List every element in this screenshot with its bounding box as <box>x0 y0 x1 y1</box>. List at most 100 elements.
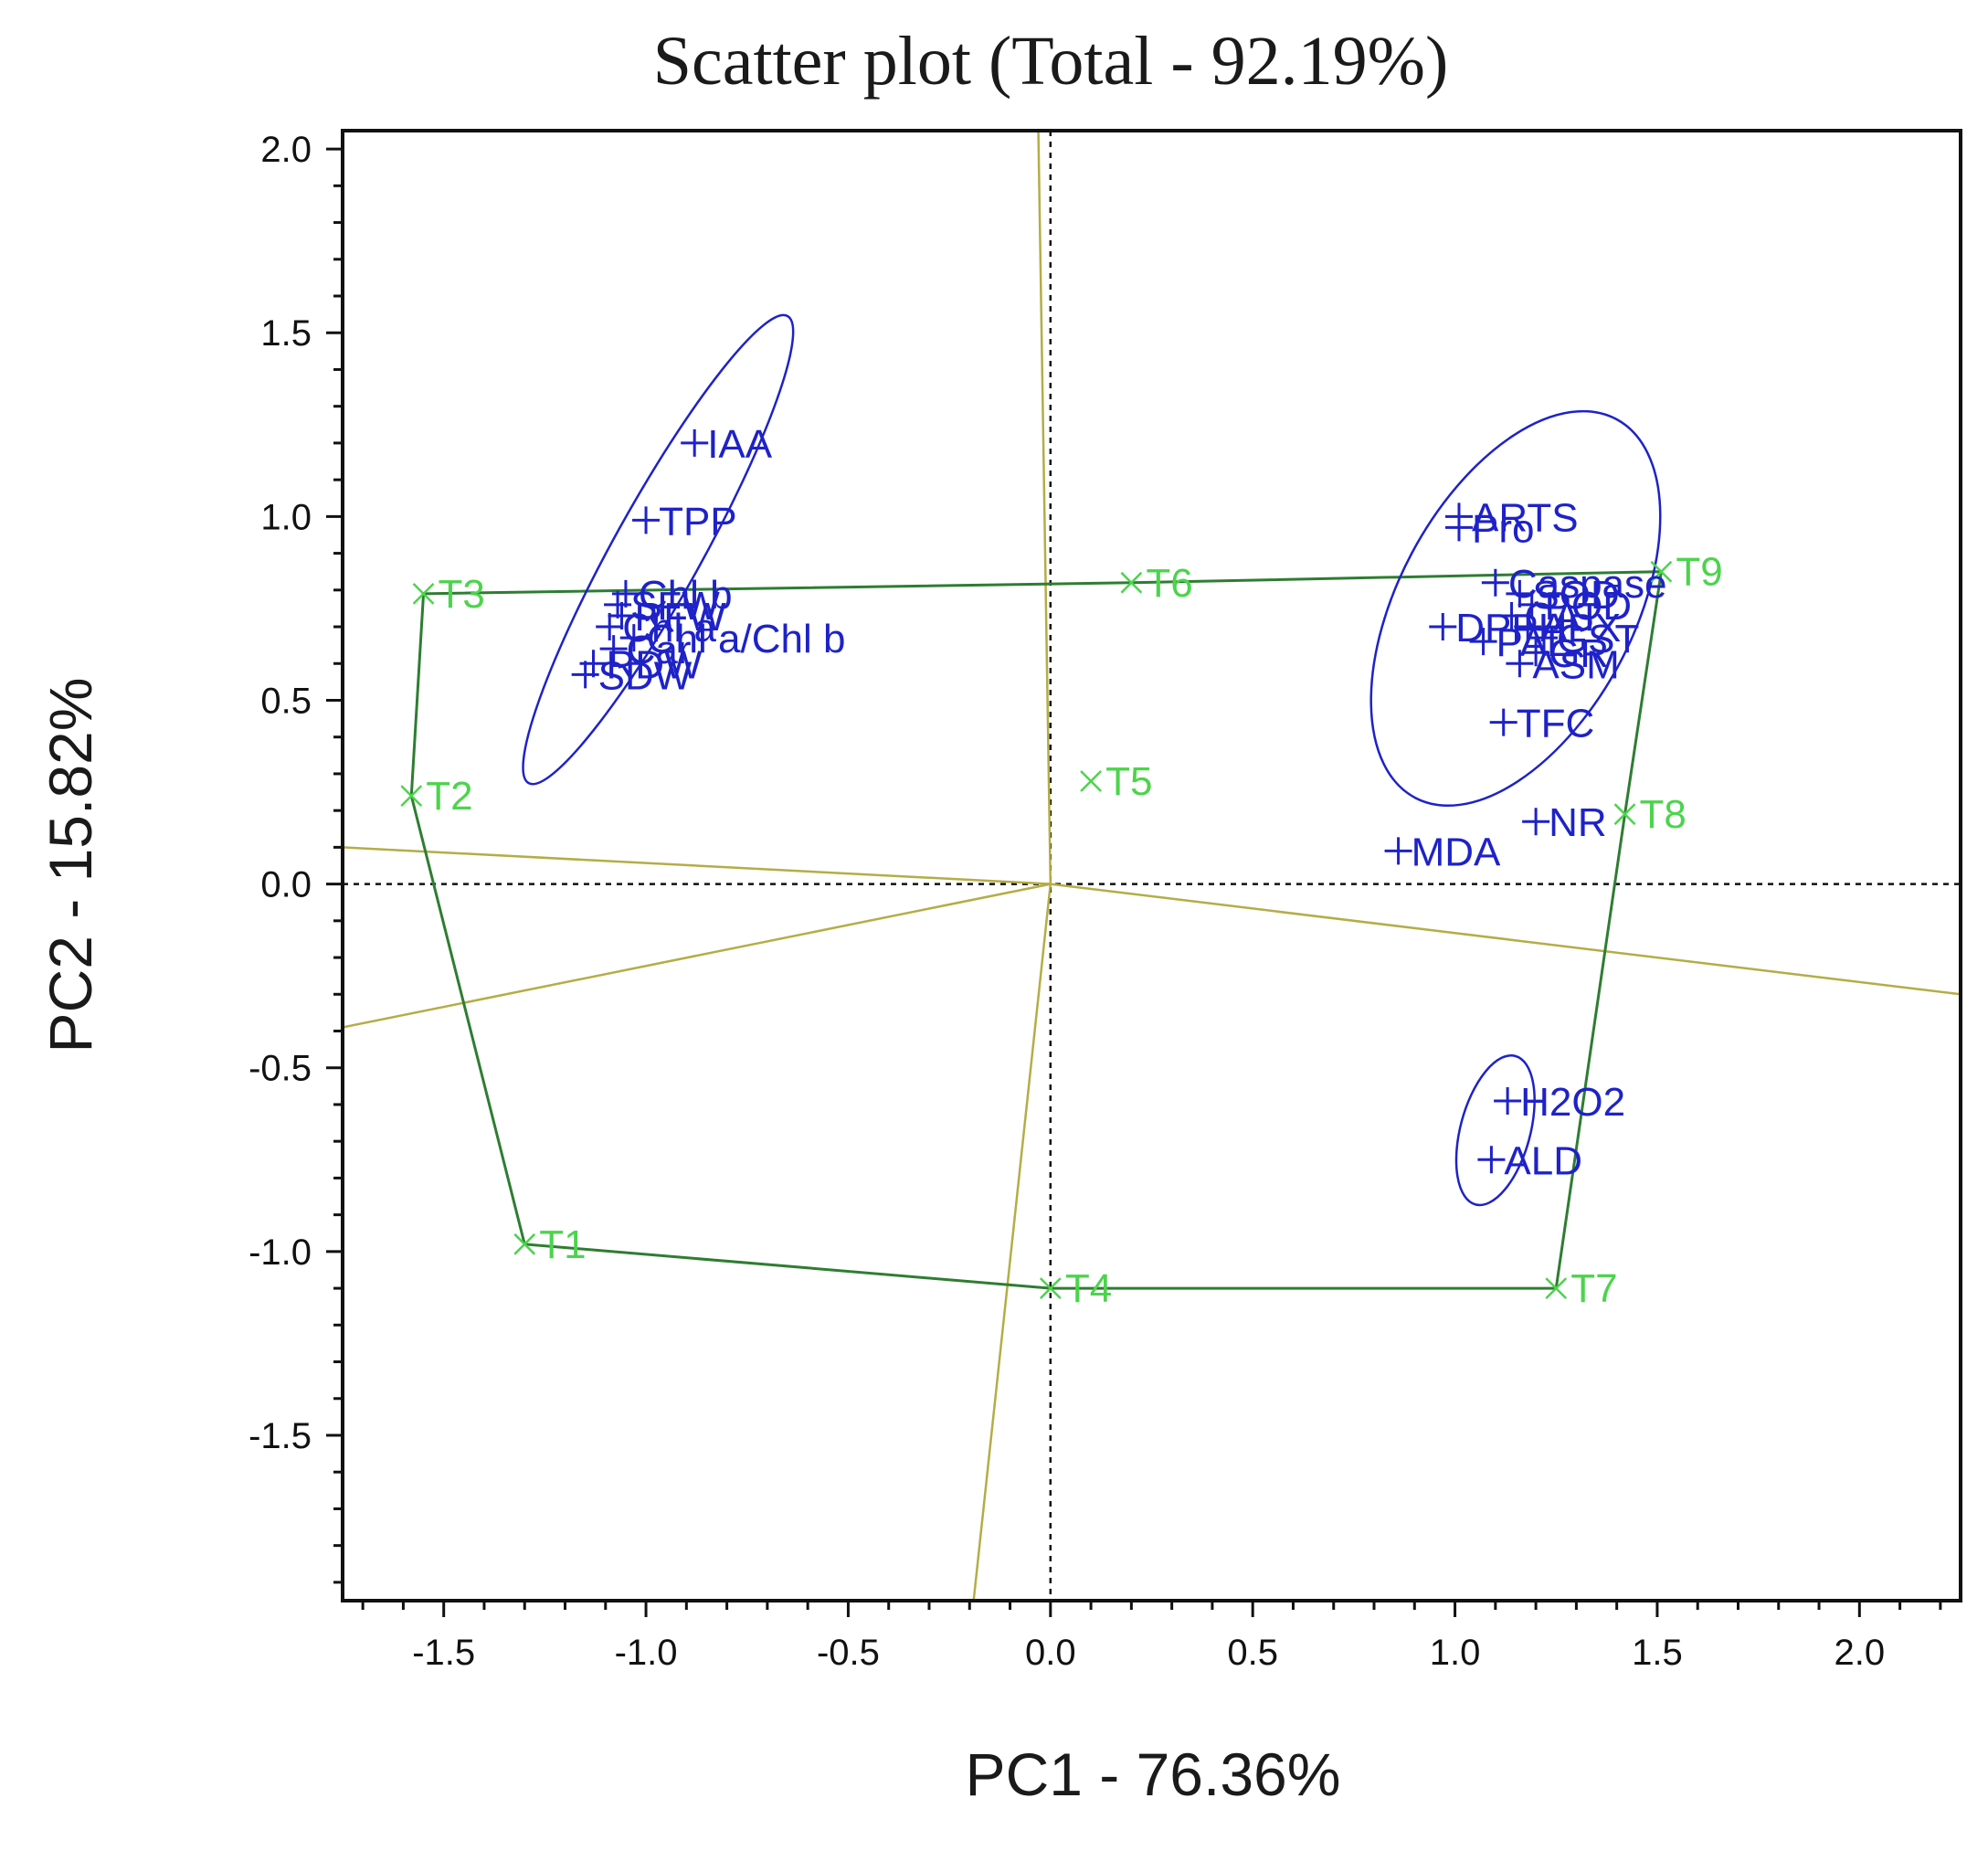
variable-point-cat: CAT <box>1497 595 1602 640</box>
x-tick-label: -0.5 <box>817 1633 880 1673</box>
variable-marker <box>1506 579 1534 608</box>
variable-marker <box>1494 1086 1522 1115</box>
variable-label: RFW <box>634 595 726 640</box>
plot-frame <box>341 129 1962 1602</box>
variable-label: Car <box>627 628 692 672</box>
treatment-point-t8: T8 <box>1613 792 1687 837</box>
x-tick-label: 1.0 <box>1430 1633 1481 1673</box>
cluster-ellipse-1 <box>522 313 795 786</box>
treatment-label: T9 <box>1676 550 1722 595</box>
x-axis-label: PC1 - 76.36% <box>966 1740 1341 1808</box>
x-tick-label: 0.0 <box>1025 1633 1076 1673</box>
x-tick-label: -1.0 <box>615 1633 678 1673</box>
treatment-label: T4 <box>1065 1266 1112 1311</box>
variable-label: DPPH <box>1455 606 1567 650</box>
variable-point-h2o2: H2O2 <box>1494 1080 1625 1125</box>
treatment-label: T2 <box>426 774 472 819</box>
variable-label: GR <box>1549 631 1609 676</box>
treatment-point-t2: T2 <box>400 774 473 819</box>
variable-label: RDW <box>607 642 703 687</box>
variable-marker <box>596 613 624 641</box>
variable-label: ALD <box>1504 1138 1582 1183</box>
reference-line-2 <box>1037 131 1052 884</box>
treatment-marker <box>1613 803 1636 826</box>
variable-marker <box>1514 613 1542 641</box>
variable-label: PAL <box>1496 620 1570 665</box>
variable-marker <box>1522 639 1550 667</box>
variable-point-arts: ARTS <box>1444 495 1579 540</box>
variable-label: Pro <box>1472 506 1534 551</box>
variable-label: Caspase <box>1508 562 1667 607</box>
variable-label: ASM <box>1532 642 1619 687</box>
variable-marker <box>1477 1146 1506 1174</box>
y-axis-label: PC2 - 15.82% <box>37 678 104 1053</box>
cluster-ellipse-3 <box>1454 1054 1536 1207</box>
y-tick-label: 0.0 <box>260 865 312 905</box>
variable-label: SFW <box>630 584 720 629</box>
y-tick-label: 2.0 <box>260 130 312 170</box>
treatment-marker <box>1080 770 1102 792</box>
treatment-label: T1 <box>539 1222 586 1267</box>
variable-point-chl-b: Chl b <box>611 573 733 618</box>
variable-label: TFC <box>1517 702 1595 746</box>
variable-marker <box>619 624 648 652</box>
treatment-point-t1: T1 <box>513 1222 587 1267</box>
y-tick-label: 1.0 <box>260 497 312 537</box>
treatment-marker <box>1039 1277 1062 1299</box>
variable-marker <box>681 428 709 457</box>
variable-point-gr: GR <box>1522 631 1609 676</box>
variable-label: APX <box>1540 606 1621 650</box>
variable-point-gst: GST <box>1529 617 1639 661</box>
variable-label: SOD <box>1532 573 1619 618</box>
variable-point-sdw: SDW <box>571 653 693 698</box>
variable-label: CAT <box>1525 595 1602 640</box>
variable-point-ald: ALD <box>1477 1138 1582 1183</box>
treatment-point-t3: T3 <box>412 572 485 617</box>
treatment-point-t4: T4 <box>1039 1266 1112 1311</box>
variable-point-caspase: Caspase <box>1481 562 1667 607</box>
variable-marker <box>1444 513 1473 542</box>
variable-point-sfw: SFW <box>604 584 720 629</box>
treatment-label: T8 <box>1640 792 1687 837</box>
variable-marker <box>1522 808 1550 836</box>
y-tick-label: -1.0 <box>248 1232 312 1273</box>
variable-marker <box>1529 624 1558 652</box>
reference-line-4 <box>1050 883 1961 996</box>
treatment-label: T7 <box>1570 1266 1617 1311</box>
variable-point-dpph: DPPH <box>1429 606 1568 650</box>
variable-label: TPP <box>659 499 737 544</box>
treatment-point-t9: T9 <box>1650 550 1723 595</box>
variable-point-apx: APX <box>1514 606 1621 650</box>
y-tick-label: 1.5 <box>260 313 312 354</box>
variable-point-mda: MDA <box>1384 830 1501 874</box>
treatment-marker <box>513 1232 536 1255</box>
treatment-marker <box>1545 1277 1568 1299</box>
variable-marker <box>1497 601 1526 629</box>
variable-label: Chl a <box>622 606 716 650</box>
variable-point-tpp: TPP <box>632 499 737 544</box>
treatment-point-t7: T7 <box>1545 1266 1618 1311</box>
treatment-point-t6: T6 <box>1120 561 1193 606</box>
variable-point-rfw: RFW <box>608 595 726 640</box>
axis-ticks: -1.5 -1.0 -0.5 0.0 0.5 1.0 1.5 2.0 2.0 1.5 1.0 0.5 0… <box>248 130 1942 1673</box>
variable-label: Chl b <box>639 573 733 618</box>
variable-point-chl-a-chl-b: Chl a/Chl b <box>619 617 845 661</box>
reference-line-1 <box>972 883 1052 1601</box>
treatment-marker <box>1120 571 1143 594</box>
variable-point-pro: Pro <box>1444 506 1534 551</box>
variable-marker <box>1517 590 1546 619</box>
y-tick-label: -1.5 <box>248 1416 312 1456</box>
variable-label: MDA <box>1412 830 1501 874</box>
chart-title: Scatter plot (Total - 92.19%) <box>653 23 1449 100</box>
variable-marker <box>1481 568 1509 597</box>
x-tick-label: 1.5 <box>1632 1633 1683 1673</box>
treatment-label: T3 <box>439 572 485 617</box>
variable-label: GST <box>1557 617 1639 661</box>
variable-point-tfc: TFC <box>1489 702 1595 746</box>
variable-label: POD <box>1545 584 1632 629</box>
variable-marker <box>571 661 599 689</box>
x-tick-label: -1.5 <box>412 1633 475 1673</box>
variable-point-nr: NR <box>1522 800 1607 845</box>
